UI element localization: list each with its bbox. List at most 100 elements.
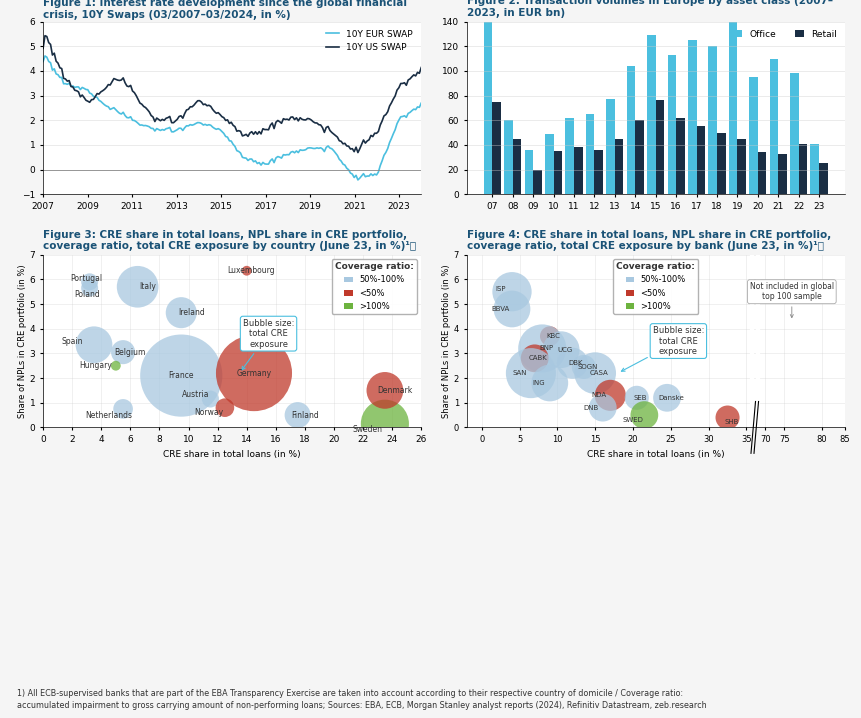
Text: Ireland: Ireland (178, 308, 205, 317)
Point (629, 392, 643, 404)
Point (83, 276, 96, 288)
Bar (483, 22, 492, 195)
Text: SOGN: SOGN (577, 364, 598, 370)
Text: CABK: CABK (529, 355, 548, 361)
Text: KBC: KBC (546, 333, 560, 339)
Point (523, 368, 537, 379)
Text: Finland: Finland (291, 411, 319, 419)
Text: Netherlands: Netherlands (85, 411, 132, 419)
10Y US SWAP (81, 96, 91, 105)
Text: NDA: NDA (591, 392, 606, 398)
10Y US SWAP (416, 63, 426, 72)
Text: Germany: Germany (236, 368, 271, 378)
Bar (626, 66, 635, 195)
10Y EUR SWAP (81, 85, 91, 94)
Bar (736, 139, 745, 195)
Text: Bubble size:
total CRE
exposure: Bubble size: total CRE exposure (621, 326, 703, 371)
Bar (769, 59, 777, 195)
Bar (666, 55, 675, 195)
10Y EUR SWAP (40, 52, 50, 60)
10Y EUR SWAP (230, 142, 240, 151)
Bar (553, 151, 561, 195)
Point (247, 368, 261, 379)
Text: Austria: Austria (182, 390, 209, 398)
Y-axis label: Share of NPLs in CRE portfolio (in %): Share of NPLs in CRE portfolio (in %) (442, 264, 450, 418)
10Y US SWAP (319, 128, 329, 136)
Point (542, 330, 556, 342)
Text: Luxembourg: Luxembourg (227, 266, 275, 275)
Point (377, 418, 391, 429)
Bar (605, 99, 614, 195)
Point (174, 370, 188, 381)
Bar (492, 102, 500, 195)
Bar (655, 101, 664, 195)
Bar (708, 46, 716, 195)
Text: SAN: SAN (511, 370, 526, 376)
Text: BNP: BNP (538, 345, 553, 351)
10Y US SWAP (103, 80, 114, 89)
Text: Danske: Danske (657, 395, 683, 401)
Point (377, 385, 391, 396)
Bar (687, 40, 696, 195)
10Y US SWAP (352, 148, 362, 157)
Bar (696, 126, 704, 195)
Point (542, 377, 556, 388)
Bar (748, 77, 757, 195)
10Y EUR SWAP (237, 153, 247, 162)
Text: 1) All ECB-supervised banks that are part of the EBA Transparency Exercise are t: 1) All ECB-supervised banks that are par… (17, 689, 706, 710)
Text: Belgium: Belgium (115, 348, 146, 357)
Bar (565, 118, 573, 195)
Bar (504, 120, 512, 195)
10Y US SWAP (140, 103, 151, 112)
Bar (533, 169, 542, 195)
X-axis label: CRE share in total loans (in %): CRE share in total loans (in %) (586, 449, 723, 459)
10Y US SWAP (38, 44, 48, 52)
Bar (573, 147, 582, 195)
10Y EUR SWAP (352, 176, 362, 185)
Point (587, 368, 601, 379)
Text: Figure 2: Transaction volumes in Europe by asset class (2007–
2023, in EUR bn): Figure 2: Transaction volumes in Europe … (466, 0, 832, 18)
Bar (757, 152, 765, 195)
Bar (728, 22, 736, 195)
Point (131, 281, 145, 292)
Text: ISP: ISP (495, 286, 505, 292)
X-axis label: CRE share in total loans (in %): CRE share in total loans (in %) (164, 449, 300, 459)
Text: SEB: SEB (632, 395, 646, 401)
Bar (789, 73, 797, 195)
Legend: 10Y EUR SWAP, 10Y US SWAP: 10Y EUR SWAP, 10Y US SWAP (322, 26, 416, 56)
10Y US SWAP (230, 122, 240, 131)
Point (660, 392, 673, 404)
Point (603, 390, 616, 401)
Point (290, 409, 304, 421)
Bar (777, 154, 786, 195)
Text: Bubble size:
total CRE
exposure: Bubble size: total CRE exposure (242, 319, 294, 370)
Bar (716, 133, 725, 195)
Y-axis label: Share of NPLs in CRE portfolio (in %): Share of NPLs in CRE portfolio (in %) (18, 264, 27, 418)
Legend: 50%-100%, <50%, >100%: 50%-100%, <50%, >100% (612, 259, 697, 314)
Bar (614, 139, 623, 195)
Point (720, 412, 734, 424)
Point (83, 282, 96, 294)
Point (505, 286, 518, 297)
Point (595, 402, 609, 414)
10Y US SWAP (237, 131, 247, 140)
Text: UCG: UCG (557, 347, 572, 353)
Text: ING: ING (531, 380, 544, 386)
10Y EUR SWAP (38, 57, 48, 66)
Point (108, 360, 122, 371)
Bar (675, 118, 684, 195)
Text: CASA: CASA (589, 370, 608, 376)
Point (87, 339, 101, 350)
Point (527, 353, 541, 364)
Text: SWED: SWED (622, 417, 642, 423)
Point (505, 303, 518, 314)
Text: Hungary: Hungary (79, 361, 112, 370)
Text: Figure 1: Interest rate development since the global financial
crisis, 10Y Swaps: Figure 1: Interest rate development sinc… (43, 0, 406, 19)
Text: Denmark: Denmark (377, 386, 412, 395)
Text: Poland: Poland (74, 289, 100, 299)
Bar (809, 144, 818, 195)
Point (554, 344, 567, 355)
10Y EUR SWAP (319, 147, 329, 156)
10Y EUR SWAP (103, 103, 114, 111)
Text: Spain: Spain (61, 337, 83, 345)
